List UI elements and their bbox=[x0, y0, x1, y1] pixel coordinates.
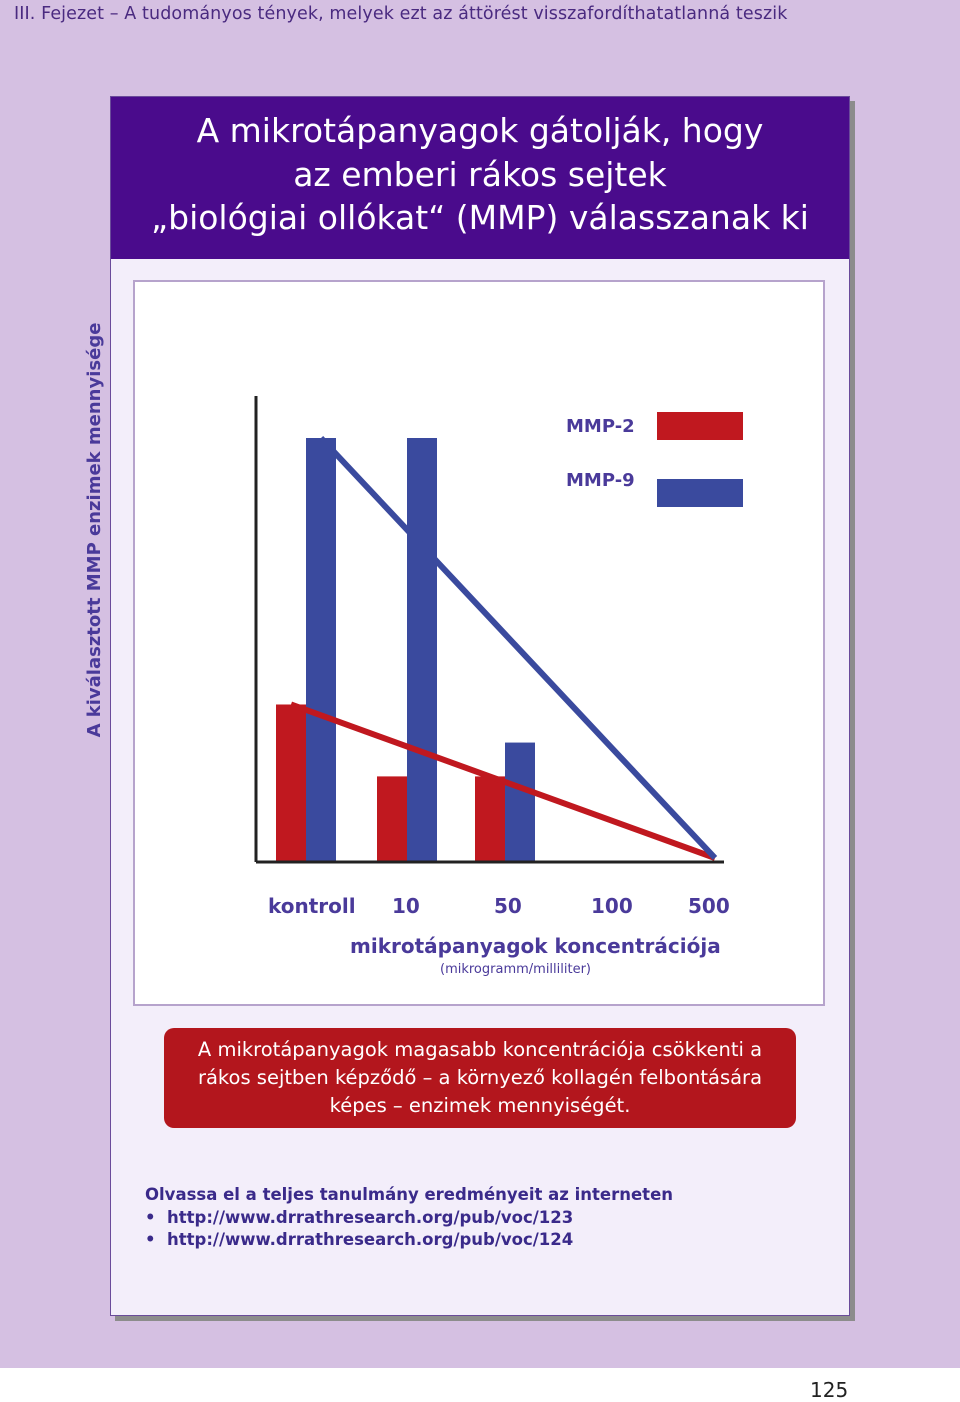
y-axis-label: A kiválasztott MMP enzimek mennyisége bbox=[84, 322, 105, 738]
study-link-url[interactable]: http://www.drrathresearch.org/pub/voc/12… bbox=[167, 1230, 574, 1249]
x-axis-label: mikrotápanyagok koncentrációja bbox=[350, 934, 721, 958]
trend-line-mmp-2 bbox=[289, 701, 717, 861]
legend-label-mmp9: MMP-9 bbox=[566, 470, 635, 491]
title-banner: A mikrotápanyagok gátolják, hogy az embe… bbox=[111, 97, 849, 259]
bar-mmp-2-10 bbox=[377, 776, 407, 861]
bar-mmp-9-10 bbox=[407, 438, 437, 861]
trend-line-mmp-9 bbox=[318, 435, 718, 861]
title-line-3: „biológiai ollókat“ (MMP) válasszanak ki bbox=[151, 198, 809, 237]
x-axis-unit: (mikrogramm/milliliter) bbox=[440, 962, 592, 977]
legend-label-mmp2: MMP-2 bbox=[566, 416, 635, 437]
summary-callout: A mikrotápanyagok magasabb koncentrációj… bbox=[164, 1028, 796, 1128]
study-link-item[interactable]: • http://www.drrathresearch.org/pub/voc/1… bbox=[145, 1230, 573, 1249]
title-line-1: A mikrotápanyagok gátolják, hogy bbox=[196, 111, 764, 150]
bar-mmp-2-50 bbox=[475, 776, 505, 861]
bar-mmp-9-50 bbox=[505, 742, 535, 861]
bar-mmp-2-kontroll bbox=[276, 704, 306, 861]
legend-swatch-mmp2 bbox=[657, 412, 743, 440]
callout-line-2: rákos sejtben képződő – a környező kolla… bbox=[197, 1066, 763, 1089]
callout-line-3: képes – enzimek mennyiségét. bbox=[329, 1094, 631, 1117]
study-link-url[interactable]: http://www.drrathresearch.org/pub/voc/12… bbox=[167, 1208, 574, 1227]
bullet: • bbox=[145, 1208, 156, 1227]
read-more-text: Olvassa el a teljes tanulmány eredményei… bbox=[145, 1185, 674, 1204]
title-line-2: az emberi rákos sejtek bbox=[293, 155, 667, 194]
x-tick-label: 10 bbox=[392, 894, 420, 918]
chart-frame bbox=[133, 280, 825, 1006]
bar-mmp-9-kontroll bbox=[306, 438, 336, 861]
bullet: • bbox=[145, 1230, 156, 1249]
x-tick-label: kontroll bbox=[268, 894, 356, 918]
x-tick-label: 50 bbox=[494, 894, 522, 918]
legend-swatch-mmp9 bbox=[657, 479, 743, 507]
page-number: 125 bbox=[810, 1378, 849, 1402]
x-tick-label: 500 bbox=[688, 894, 730, 918]
chapter-header: III. Fejezet – A tudományos tények, mely… bbox=[14, 4, 788, 24]
study-link-item[interactable]: • http://www.drrathresearch.org/pub/voc/1… bbox=[145, 1208, 573, 1227]
callout-line-1: A mikrotápanyagok magasabb koncentrációj… bbox=[197, 1038, 763, 1061]
x-tick-label: 100 bbox=[591, 894, 633, 918]
